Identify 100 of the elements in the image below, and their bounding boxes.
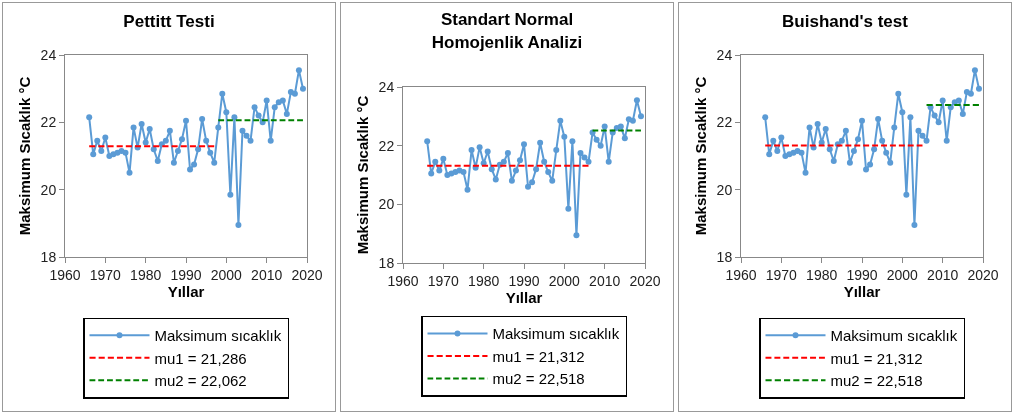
x-tick-label: 1960	[725, 266, 757, 283]
legend-label: mu2 = 22,518	[830, 372, 923, 390]
point	[955, 97, 962, 104]
point	[239, 127, 246, 134]
point	[86, 114, 93, 121]
point	[557, 117, 564, 124]
point	[512, 167, 519, 174]
x-tick-label: 2020	[629, 272, 661, 289]
point	[549, 177, 556, 184]
point	[195, 146, 202, 153]
point	[629, 117, 636, 124]
x-tick-label: 1960	[387, 272, 419, 289]
point	[895, 90, 902, 97]
point	[508, 177, 515, 184]
x-tick-label: 2000	[210, 266, 243, 283]
point	[223, 109, 230, 116]
point	[432, 158, 439, 165]
y-tick-label: 20	[40, 181, 57, 198]
point	[778, 134, 785, 141]
x-tick-label: 1960	[49, 266, 81, 283]
point	[871, 146, 878, 153]
point	[911, 222, 918, 229]
point	[299, 85, 306, 92]
point	[545, 169, 552, 176]
point	[879, 137, 886, 144]
point	[569, 138, 576, 145]
point	[170, 159, 177, 166]
point	[428, 170, 435, 177]
legend-label: mu2 = 22,062	[154, 372, 247, 390]
point	[814, 121, 821, 128]
x-tick-label: 1980	[130, 266, 162, 283]
point	[818, 139, 825, 146]
point	[183, 117, 189, 124]
point	[533, 166, 540, 173]
point	[553, 147, 560, 154]
x-tick-label: 1990	[846, 266, 878, 283]
point	[464, 186, 471, 193]
point	[166, 127, 173, 134]
point	[500, 158, 507, 165]
x-tick-label: 2010	[251, 266, 283, 283]
point	[187, 166, 194, 173]
point	[424, 138, 431, 145]
point	[597, 142, 604, 149]
point	[476, 144, 483, 151]
point	[633, 97, 640, 104]
point	[762, 114, 769, 121]
point	[537, 139, 544, 146]
point	[883, 149, 890, 156]
point	[621, 135, 628, 142]
point	[130, 124, 137, 131]
point	[138, 121, 145, 128]
y-tick-label: 24	[716, 46, 733, 63]
x-tick-label: 1980	[468, 272, 500, 289]
point	[561, 133, 568, 140]
point	[798, 149, 805, 156]
x-tick-label: 1970	[89, 266, 122, 283]
legend-label: Maksimum sıcaklık	[492, 325, 620, 343]
point	[565, 205, 572, 212]
point	[102, 134, 109, 141]
point	[770, 137, 777, 144]
point	[174, 147, 181, 154]
point	[899, 109, 906, 116]
point	[255, 112, 262, 119]
y-tick-label: 22	[378, 137, 395, 154]
point	[178, 136, 185, 143]
point	[939, 97, 946, 104]
point	[593, 136, 600, 143]
point	[605, 158, 612, 165]
x-tick-label: 2000	[886, 266, 919, 283]
point	[867, 161, 874, 168]
point	[94, 137, 101, 144]
y-tick-label: 18	[378, 254, 395, 271]
point	[142, 139, 149, 146]
x-tick-label: 1980	[806, 266, 838, 283]
point	[122, 149, 129, 156]
point	[231, 114, 238, 121]
x-tick-label: 1990	[508, 272, 540, 289]
point	[207, 149, 214, 156]
point	[915, 127, 922, 134]
point	[802, 169, 809, 176]
point	[243, 132, 250, 139]
point	[601, 123, 608, 130]
point	[859, 117, 865, 124]
point	[842, 127, 849, 134]
chart-title: Standart Normal Homojenlik Analizi	[431, 10, 583, 52]
y-tick-label: 22	[40, 114, 57, 131]
point	[850, 147, 857, 154]
point	[516, 157, 523, 164]
point	[521, 141, 527, 148]
point	[923, 137, 930, 144]
y-tick-label: 20	[716, 181, 733, 198]
point	[887, 159, 894, 166]
point	[846, 159, 853, 166]
y-tick-label: 24	[378, 78, 395, 95]
point	[919, 132, 926, 139]
point	[573, 232, 580, 239]
x-tick-label: 2020	[291, 266, 323, 283]
x-tick-label: 2020	[967, 266, 999, 283]
point	[162, 137, 169, 144]
point	[279, 97, 286, 104]
